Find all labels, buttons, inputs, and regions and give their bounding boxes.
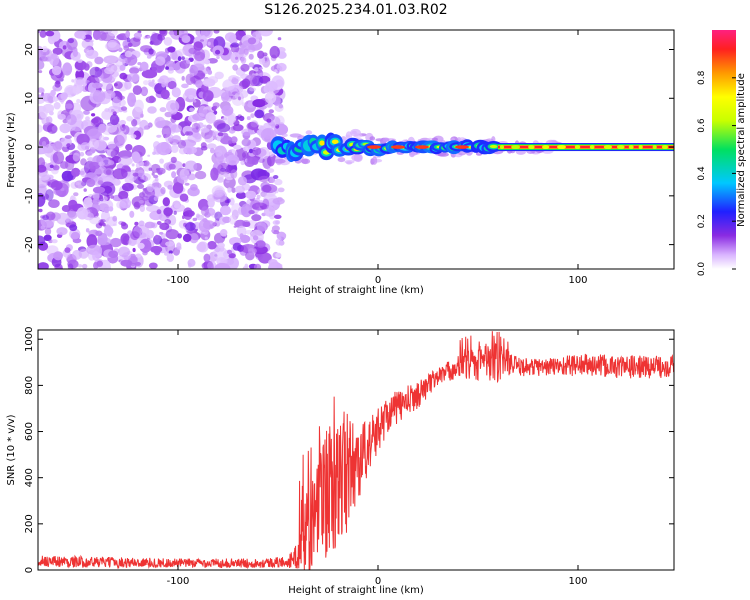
y-tick-label: 1000 <box>24 327 35 352</box>
x-tick-label: 0 <box>375 576 381 587</box>
y-tick-label: 600 <box>24 422 35 441</box>
x-tick-label: -100 <box>167 275 190 286</box>
x-tick-label: 100 <box>568 275 587 286</box>
signal-band <box>270 128 674 166</box>
spectrogram-image <box>38 30 674 269</box>
spectrogram-y-axis: -20 -10 0 10 20 <box>24 43 674 253</box>
snr-y-axis: 0 200 400 600 800 1000 <box>24 327 674 573</box>
y-tick-label: 800 <box>24 376 35 395</box>
noise-speckle <box>38 30 289 269</box>
colorbar-tick-label: 0.2 <box>697 214 707 228</box>
y-tick-label: 200 <box>24 514 35 533</box>
snr-series-line <box>38 331 674 570</box>
colorbar-tick-label: 0.8 <box>697 70 707 85</box>
spectrogram-x-label: Height of straight line (km) <box>288 285 424 296</box>
snr-frame <box>37 329 675 571</box>
colorbar-tick-label: 0.6 <box>697 118 707 133</box>
y-tick-label: 0 <box>24 144 35 150</box>
y-tick-label: 0 <box>24 567 35 573</box>
snr-x-label: Height of straight line (km) <box>288 585 424 596</box>
y-tick-label: 10 <box>24 92 35 105</box>
colorbar-gradient <box>712 30 736 269</box>
spectrogram-y-label: Frequency (Hz) <box>6 112 17 188</box>
x-tick-label: 0 <box>375 275 381 286</box>
x-tick-label: 100 <box>568 576 587 587</box>
colorbar: 0.0 0.2 0.4 0.6 0.8 Normalized spectral ampl… <box>697 30 747 276</box>
snr-y-label: SNR (10 * v/v) <box>6 414 17 485</box>
colorbar-tick-label: 0.0 <box>697 262 707 277</box>
y-tick-label: 20 <box>24 43 35 56</box>
figure-title: S126.2025.234.01.03.R02 <box>264 2 447 18</box>
y-tick-label: 400 <box>24 468 35 487</box>
y-tick-label: -20 <box>24 236 35 252</box>
y-tick-label: -10 <box>24 188 35 204</box>
x-tick-label: -100 <box>167 576 190 587</box>
spectrogram-frame <box>37 29 675 270</box>
snr-panel: -100 0 100 0 200 400 600 800 1000 Height of str… <box>6 327 675 596</box>
colorbar-label: Normalized spectral amplitude <box>736 73 747 227</box>
spectrogram-x-axis: -100 0 100 <box>167 30 588 286</box>
snr-x-axis: -100 0 100 <box>167 330 588 587</box>
colorbar-axis: 0.0 0.2 0.4 0.6 0.8 <box>697 70 736 276</box>
colorbar-tick-label: 0.4 <box>697 166 707 181</box>
